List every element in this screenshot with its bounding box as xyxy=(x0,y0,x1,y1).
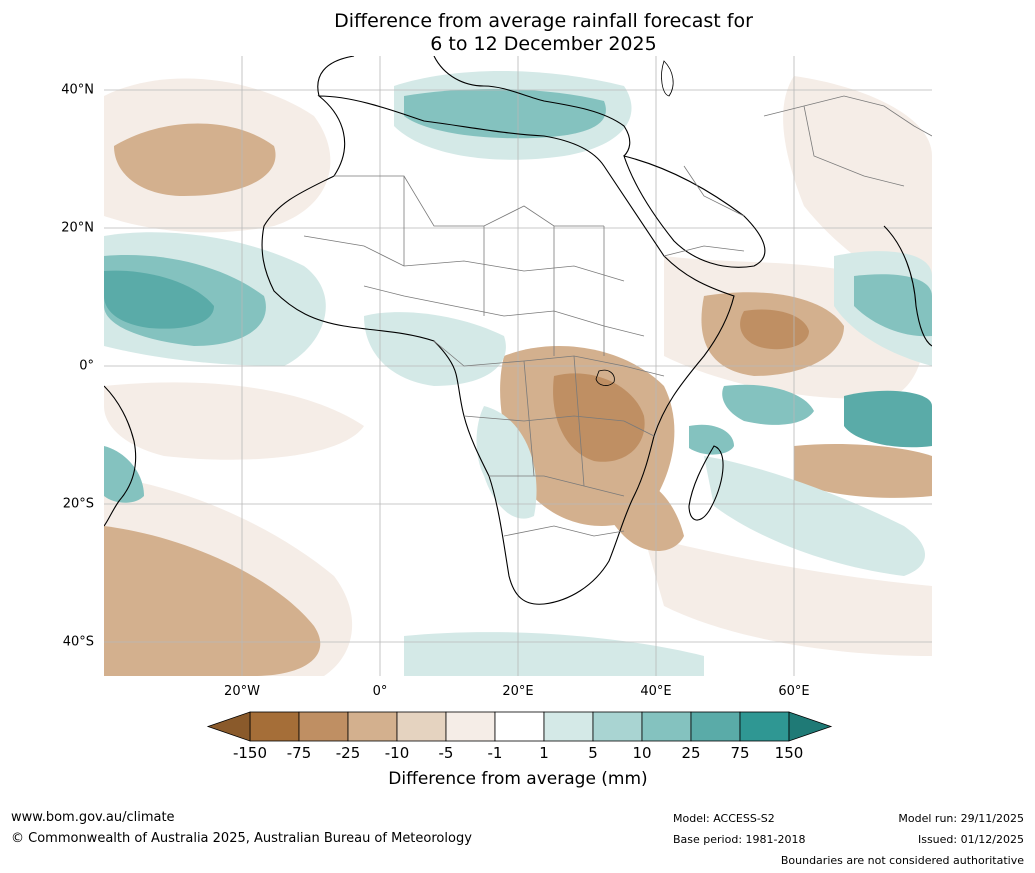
lake-victoria xyxy=(595,369,615,386)
colorbar-swatch-5 xyxy=(494,711,545,742)
model-run-text: Model run: 29/11/2025 xyxy=(898,812,1024,825)
anomaly-region-aegean-teal xyxy=(404,89,606,139)
colorbar-tick-2: -25 xyxy=(335,744,361,762)
lat-label-40n: 40°N xyxy=(61,82,94,98)
anomaly-region-w-atlantic-dark-teal xyxy=(104,270,214,329)
anomaly-region-s-indian-teal xyxy=(722,384,814,425)
colorbar-tick-11: 150 xyxy=(774,744,804,762)
lat-label-20n: 20°N xyxy=(61,220,94,236)
graticule xyxy=(104,56,932,676)
title-line-2: 6 to 12 December 2025 xyxy=(430,33,657,55)
anomaly-region-c-atlantic-light-brown xyxy=(104,382,364,460)
brazil-coastline xyxy=(104,385,137,527)
colorbar-swatch-3 xyxy=(396,711,447,742)
colorbar-tick-8: 10 xyxy=(632,744,652,762)
model-text: Model: ACCESS-S2 xyxy=(673,812,775,825)
colorbar-swatch-1 xyxy=(298,711,349,742)
copyright-text: © Commonwealth of Australia 2025, Austra… xyxy=(11,831,472,846)
lakes xyxy=(595,60,674,386)
colorbar-swatch-2 xyxy=(347,711,398,742)
anomaly-region-se-indian-brown xyxy=(794,444,932,498)
lon-label-40e: 40°E xyxy=(640,684,672,699)
colorbar-tick-0: -150 xyxy=(232,744,268,762)
africa-coastline xyxy=(261,95,735,605)
map-svg xyxy=(104,56,932,676)
lat-label-40s: 40°S xyxy=(62,634,94,650)
india-coastline xyxy=(883,225,932,347)
colorbar-tick-1: -75 xyxy=(286,744,312,762)
caspian-sea xyxy=(661,60,674,97)
lat-label-0: 0° xyxy=(79,358,94,374)
anomaly-region-far-south-light-teal xyxy=(404,632,704,676)
europe-coastline xyxy=(317,56,631,157)
issued-text: Issued: 01/12/2025 xyxy=(917,833,1024,846)
lon-label-60e: 60°E xyxy=(778,684,810,699)
rainfall-anomaly-map xyxy=(104,56,932,676)
anomaly-region-india-light-brown xyxy=(783,76,932,296)
map-title: Difference from average rainfall forecas… xyxy=(200,10,887,56)
colorbar-over-arrow xyxy=(788,711,833,742)
anomaly-region-madagascar-teal xyxy=(689,424,734,455)
anomaly-region-congo-light-teal xyxy=(364,312,506,386)
colorbar-tick-7: 5 xyxy=(588,744,598,762)
colorbar-tick-6: 1 xyxy=(539,744,549,762)
colorbar-swatch-8 xyxy=(641,711,692,742)
colorbar-swatch-0 xyxy=(249,711,300,742)
colorbar-swatch-4 xyxy=(445,711,496,742)
website-link[interactable]: www.bom.gov.au/climate xyxy=(11,810,175,825)
colorbar-tick-3: -10 xyxy=(384,744,410,762)
colorbar-swatch-6 xyxy=(543,711,594,742)
anomaly-region-s-indian-light-teal xyxy=(704,456,925,576)
colorbar-tick-9: 25 xyxy=(681,744,701,762)
base-period-text: Base period: 1981-2018 xyxy=(673,833,806,846)
anomaly-region-s-atlantic-brown xyxy=(104,526,321,676)
anomaly-region-e-indian-teal xyxy=(844,390,932,448)
madagascar-coastline xyxy=(688,445,724,521)
colorbar-swatch-9 xyxy=(690,711,741,742)
colorbar-tick-10: 75 xyxy=(730,744,750,762)
anomaly-region-sw-coast-teal xyxy=(104,446,144,503)
colorbar-tick-4: -5 xyxy=(438,744,454,762)
disclaimer-text: Boundaries are not considered authoritat… xyxy=(780,854,1024,867)
arabia-coastline xyxy=(623,155,766,268)
colorbar-under-arrow xyxy=(206,711,251,742)
anomaly-region-arabian-sea-dark-brown xyxy=(740,309,809,350)
colorbar-label: Difference from average (mm) xyxy=(388,769,648,789)
colorbar-swatch-10 xyxy=(739,711,790,742)
lon-label-0: 0° xyxy=(372,684,388,699)
anomaly-region-bay-of-bengal-teal xyxy=(854,274,932,337)
lon-label-20e: 20°E xyxy=(502,684,534,699)
colorbar-swatch-7 xyxy=(592,711,643,742)
colorbar-tick-5: -1 xyxy=(487,744,503,762)
anomaly-region-s-indian-light-brown xyxy=(644,536,932,656)
title-line-1: Difference from average rainfall forecas… xyxy=(334,10,753,32)
anomaly-region-n-atlantic-brown xyxy=(114,123,276,196)
anomaly-region-east-africa-dark-brown xyxy=(553,373,645,462)
anomaly-region-south-africa-light-teal xyxy=(476,406,537,519)
country-borders xyxy=(303,95,932,537)
anomaly-region-mozambique-brown xyxy=(602,474,684,551)
lat-label-20s: 20°S xyxy=(62,496,94,512)
coastlines xyxy=(104,56,932,605)
lon-label-20w: 20°W xyxy=(224,684,260,699)
